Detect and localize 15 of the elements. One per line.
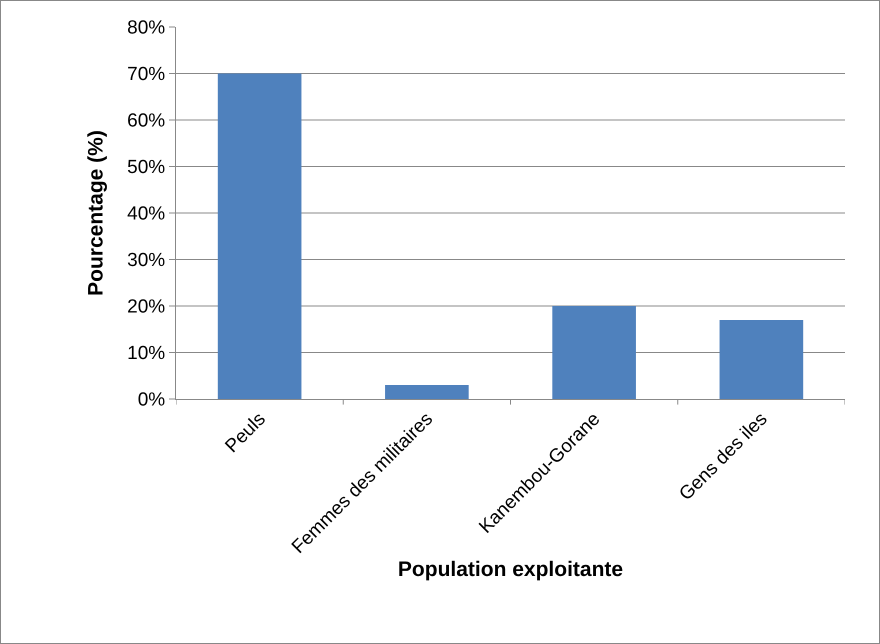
y-tick-label: 70%: [127, 64, 166, 86]
y-tick-label: 50%: [127, 157, 166, 178]
y-axis-title: Pourcentage (%): [84, 130, 108, 296]
bar: [385, 385, 469, 399]
y-tick-label: 40%: [127, 204, 166, 225]
y-tick-label: 0%: [138, 390, 166, 411]
y-tick-label: 60%: [127, 110, 166, 132]
bar: [720, 320, 804, 399]
y-tick-label: 30%: [127, 250, 166, 272]
x-axis-title: Population exploitante: [398, 558, 624, 581]
bar: [552, 306, 636, 399]
y-tick-label: 20%: [127, 296, 166, 318]
y-tick-label: 80%: [127, 18, 166, 39]
y-tick-label: 10%: [127, 343, 166, 364]
bar: [218, 74, 302, 399]
